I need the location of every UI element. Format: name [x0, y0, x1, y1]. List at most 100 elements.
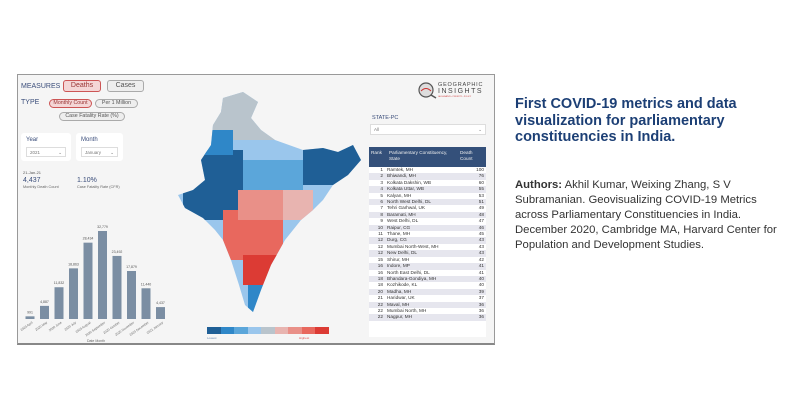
table-row[interactable]: 12 Mumbai North-West, MH 43: [369, 244, 486, 250]
logo-icon: [416, 81, 438, 99]
article-info: First COVID-19 metrics and data visualiz…: [515, 96, 790, 254]
bar-value-label: 32,779: [97, 225, 108, 229]
constituency-cell: Mumbai North, MH: [387, 307, 427, 313]
chevron-down-icon: ⌄: [110, 150, 114, 155]
x-tick-label: 2020 June: [48, 320, 63, 332]
constituency-cell: Bhiwandi, MH: [385, 173, 469, 180]
legend-swatch: [315, 327, 329, 334]
rank-cell: 22: [369, 314, 385, 321]
bar[interactable]: [112, 255, 122, 319]
state-pc-select[interactable]: All ⌄: [370, 124, 486, 135]
month-select[interactable]: January ⌄: [81, 147, 118, 157]
ranking-table[interactable]: Rank Parliamentary Constituency, State D…: [369, 147, 486, 337]
death-count-cell: 48: [468, 211, 486, 219]
constituency-cell: Kolkata Dakshin, WB: [387, 179, 432, 185]
logo-line2: INSIGHTS: [438, 88, 484, 95]
death-count-cell: 60: [478, 179, 484, 185]
table-row[interactable]: 22 Mumbai North, MH 36: [369, 308, 486, 314]
table-row[interactable]: 16 Indore, MP 41: [369, 263, 486, 270]
year-label: Year: [26, 137, 39, 143]
rank-cell: 18: [369, 275, 385, 283]
bar[interactable]: [69, 268, 78, 319]
table-row[interactable]: 5 Kalyan, MH 53: [369, 193, 486, 199]
table-row[interactable]: 9 West Delhi, DL 47: [369, 218, 486, 224]
cases-button[interactable]: Cases: [107, 80, 144, 92]
x-tick-label: 2021 January: [146, 320, 164, 335]
measures-label: MEASURES: [21, 83, 61, 90]
constituency-cell: Raipur, CG: [385, 224, 469, 232]
table-row[interactable]: 15 Shirur, MH 42: [369, 257, 486, 263]
india-map[interactable]: [163, 90, 363, 320]
death-count-cell: 40: [468, 275, 486, 283]
chevron-down-icon: ⌄: [58, 150, 62, 155]
death-count-cell: 43: [468, 237, 486, 244]
header-rank[interactable]: Rank: [371, 150, 382, 155]
x-tick-label: 2020 July: [64, 320, 78, 331]
table-row[interactable]: 10 Raipur, CG 46: [369, 224, 486, 232]
bar[interactable]: [98, 231, 107, 319]
death-count-cell: 41: [468, 263, 486, 270]
header-death-count[interactable]: Death Count: [460, 150, 473, 161]
table-row[interactable]: 21 Haridwar, UK 37: [369, 295, 486, 301]
legend-swatch: [207, 327, 221, 334]
table-row[interactable]: 8 Baramati, MH 48: [369, 211, 486, 219]
constituency-cell: Maval, MH: [385, 301, 469, 308]
table-row[interactable]: 2 Bhiwandi, MH 76: [369, 173, 486, 180]
death-count-cell: 37: [478, 295, 484, 301]
year-select[interactable]: 2021 ⌄: [26, 147, 66, 157]
table-row[interactable]: 20 Madha, MH 39: [369, 288, 486, 296]
year-value: 2021: [30, 150, 41, 155]
monthly-count-button[interactable]: Monthly Count: [49, 99, 92, 108]
rank-cell: 21: [377, 295, 383, 301]
table-row[interactable]: 3 Kolkata Dakshin, WB 60: [369, 180, 486, 186]
rank-cell: 4: [369, 186, 385, 193]
article-authors: Authors: Akhil Kumar, Weixing Zhang, S V…: [515, 178, 790, 254]
header-constituency[interactable]: Parliamentary Constituency, State: [389, 150, 448, 161]
table-row[interactable]: 11 Thane, MH 45: [369, 231, 486, 237]
bar[interactable]: [25, 316, 35, 319]
rank-cell: 11: [378, 231, 383, 237]
table-row[interactable]: 18 Bhandara-Gondiya, MH 40: [369, 275, 486, 283]
table-row[interactable]: 16 North East Delhi, DL 41: [369, 270, 486, 276]
month-value: January: [85, 150, 102, 155]
constituency-cell: West Delhi, DL: [387, 218, 419, 224]
table-row[interactable]: 12 Durg, CG 43: [369, 237, 486, 244]
rank-cell: 12: [377, 243, 383, 249]
bar[interactable]: [156, 307, 165, 319]
death-count-cell: 51: [468, 199, 486, 206]
death-count-cell: 76: [468, 173, 486, 180]
death-count-cell: 39: [468, 288, 486, 296]
rank-cell: 7: [380, 205, 383, 211]
bar-value-label: 23,492: [112, 250, 123, 254]
bar[interactable]: [83, 242, 93, 319]
monthly-deaths-bar-chart: 991 2020 April 4,887 2020 May 11,832 2020 Jun…: [20, 225, 165, 343]
table-row[interactable]: 4 Kolkata Uttar, WB 55: [369, 186, 486, 193]
table-row[interactable]: 7 Tehri Garhwal, UK 49: [369, 205, 486, 211]
table-row[interactable]: 6 North West Delhi, DL 51: [369, 199, 486, 206]
bar[interactable]: [40, 305, 49, 319]
per-million-button[interactable]: Per 1 Million: [95, 99, 138, 108]
bar[interactable]: [141, 288, 151, 319]
constituency-cell: Tehri Garhwal, UK: [387, 205, 426, 211]
rank-cell: 10: [369, 224, 385, 232]
legend-swatch: [247, 327, 261, 334]
table-row[interactable]: 12 New Delhi, DL 43: [369, 250, 486, 257]
constituency-cell: Nagpur, MH: [385, 314, 469, 321]
bar[interactable]: [54, 287, 64, 319]
death-count-cell: 47: [478, 218, 484, 224]
death-count-cell: 43: [478, 243, 484, 249]
bar-value-label: 17,879: [126, 265, 137, 269]
state-pc-label: STATE-PC: [372, 115, 399, 121]
bar-value-label: 991: [27, 310, 33, 314]
logo-line1: GEOGRAPHIC: [438, 82, 484, 88]
deaths-button[interactable]: Deaths: [63, 80, 101, 92]
cfr-button[interactable]: Case Fatality Rate (%): [59, 112, 125, 121]
constituency-cell: New Delhi, DL: [385, 250, 469, 257]
table-row[interactable]: 22 Nagpur, MH 36: [369, 314, 486, 321]
constituency-cell: North West Delhi, DL: [385, 199, 469, 206]
table-row[interactable]: 22 Maval, MH 36: [369, 301, 486, 308]
table-row[interactable]: 18 Kozhikode, KL 40: [369, 282, 486, 288]
bar[interactable]: [127, 271, 136, 319]
rank-cell: 2: [369, 173, 385, 180]
table-row[interactable]: 1 Ramtek, MH 100: [369, 167, 486, 173]
